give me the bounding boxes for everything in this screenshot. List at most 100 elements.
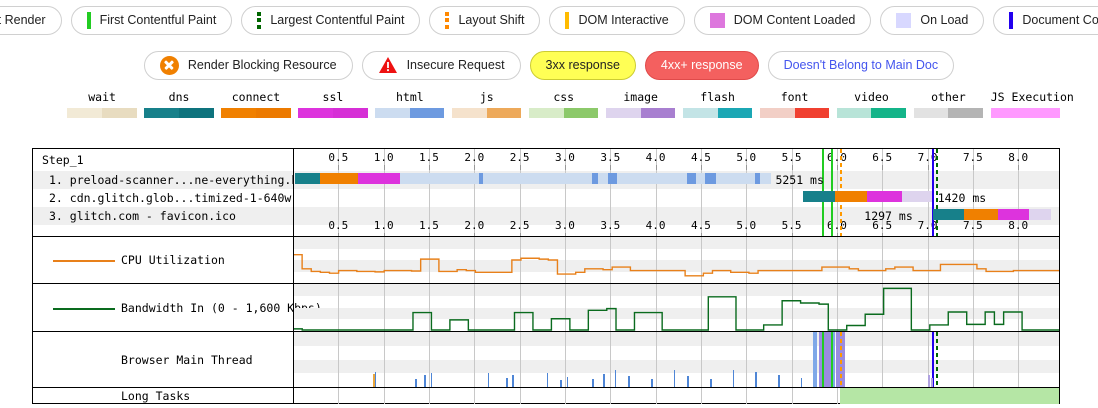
cpu-legend-line — [53, 260, 115, 262]
axis-tick-mark — [610, 233, 612, 236]
gridline — [927, 237, 929, 283]
legend-pill-first-contentful-paint[interactable]: First Contentful Paint — [70, 5, 233, 35]
axis-tick-label: 4.0 — [645, 219, 666, 232]
mime-legend-label: connect — [231, 90, 281, 104]
axis-tick-mark — [474, 165, 476, 170]
on-load-marker-icon — [896, 12, 912, 28]
axis-tick-mark — [655, 165, 657, 170]
event-marker-start-render — [822, 332, 825, 387]
main-thread-script-block — [835, 332, 846, 387]
legend-pill-insecure-request[interactable]: Insecure Request — [361, 50, 521, 80]
mime-legend-swatch — [913, 108, 984, 118]
axis-tick-mark — [1018, 233, 1020, 236]
column-divider — [293, 388, 294, 404]
mime-legend-swatch — [221, 108, 291, 118]
long-task-band[interactable] — [839, 388, 1059, 404]
duration-label: 1420 ms — [937, 191, 987, 205]
bar-segment-other-download — [1029, 209, 1051, 220]
gridline — [836, 388, 838, 404]
main-thread-task-spike — [673, 369, 676, 387]
legend-pill-dom-content-loaded[interactable]: DOM Content Loaded — [693, 5, 872, 35]
first-contentful-paint-marker-icon — [86, 11, 91, 29]
axis-tick-mark — [746, 165, 748, 170]
legend-label: First Contentful Paint — [99, 12, 217, 27]
background-stripe — [293, 260, 1059, 272]
axis-tick-mark — [746, 233, 748, 236]
legend-pill-render-blocking-resource[interactable]: Render Blocking Resource — [143, 50, 353, 80]
main-thread-task-spike — [732, 369, 735, 387]
bar-segment-ssl — [358, 173, 400, 184]
mime-legend-swatch — [606, 108, 676, 118]
legend-pill-largest-contentful-paint[interactable]: Largest Contentful Paint — [241, 5, 421, 35]
mime-legend-swatch — [67, 108, 137, 118]
gridline — [564, 237, 566, 283]
axis-tick-mark — [474, 233, 476, 236]
gridline — [519, 388, 521, 404]
mime-legend-swatch — [759, 108, 830, 118]
gridline — [836, 284, 838, 331]
gridline — [700, 149, 702, 236]
main-thread-task-spike — [546, 373, 549, 387]
gridline — [655, 149, 657, 236]
requests-panel: Step_1 1. preload-scanner...ne-everythin… — [33, 149, 1059, 237]
gridline — [700, 332, 702, 387]
background-stripe — [293, 307, 1059, 320]
warning-triangle-icon — [378, 56, 398, 74]
mime-legend-label: css — [553, 90, 575, 104]
table-row[interactable]: 1. preload-scanner...ne-everything.html — [33, 171, 319, 189]
gridline — [610, 284, 612, 331]
long-tasks-panel: Long Tasks — [33, 388, 1059, 404]
legend-label: Document Complete — [1022, 12, 1098, 27]
bar-activity-chunk — [478, 173, 484, 184]
cpu-utilization-panel: CPU Utilization — [33, 237, 1059, 284]
bar-segment-connect — [835, 191, 867, 202]
long-tasks-label-column: Long Tasks — [33, 388, 293, 404]
legend-pill-doesnt-belong-to-main-doc[interactable]: Doesn't Belong to Main Doc — [767, 50, 955, 80]
axis-tick-mark — [383, 233, 385, 236]
mime-legend-label: video — [854, 90, 889, 104]
axis-tick-mark — [700, 233, 702, 236]
gridline — [564, 332, 566, 387]
axis-tick-label: 4.0 — [645, 151, 666, 164]
gridline — [338, 284, 340, 331]
legend-label: Insecure Request — [406, 57, 505, 72]
gridline — [519, 332, 521, 387]
event-marker-first-contentful-paint — [831, 332, 834, 387]
main-thread-task-spike — [800, 377, 803, 387]
table-row[interactable]: 3. glitch.com - favicon.ico — [33, 207, 293, 225]
main-thread-task-spike — [430, 372, 433, 387]
axis-tick-label: 7.0 — [917, 151, 938, 164]
mime-legend-item-flash: flash — [683, 90, 753, 118]
main-thread-task-spike — [927, 375, 930, 387]
main-thread-loading-block — [813, 332, 817, 387]
gridline — [972, 332, 974, 387]
mime-legend-item-css: css — [529, 90, 599, 118]
request-bar[interactable] — [932, 209, 1051, 220]
mime-legend-item-dns: dns — [144, 90, 214, 118]
bar-segment-ssl — [998, 209, 1030, 220]
legend-pill-layout-shift[interactable]: Layout Shift — [429, 5, 541, 35]
cpu-plot-area — [293, 237, 1059, 283]
gridline — [564, 149, 566, 236]
axis-tick-mark — [791, 233, 793, 236]
main-thread-task-spike — [506, 378, 508, 387]
gridline — [700, 237, 702, 283]
axis-tick-mark — [791, 165, 793, 170]
legend-pill-3xx-response[interactable]: 3xx response — [529, 50, 636, 80]
mime-legend-item-ssl: ssl — [298, 90, 368, 118]
dom-interactive-marker-icon — [565, 11, 570, 29]
bar-segment-dns — [932, 209, 964, 220]
legend-pill-on-load[interactable]: On Load — [880, 5, 985, 35]
table-row[interactable]: 2. cdn.glitch.glob...timized-1-640w.jpg — [33, 189, 319, 207]
mime-legend-label: ssl — [322, 90, 344, 104]
gridline — [474, 332, 476, 387]
request-bar[interactable] — [803, 191, 933, 202]
legend-pill-4xx-response[interactable]: 4xx+ response — [644, 50, 759, 80]
gridline — [519, 284, 521, 331]
gridline — [1018, 284, 1020, 331]
legend-pill-document-complete[interactable]: Document Complete — [993, 5, 1098, 35]
legend-pill-dom-interactive[interactable]: DOM Interactive — [549, 5, 685, 35]
axis-tick-mark — [972, 233, 974, 236]
legend-pill-start-render[interactable]: Start Render — [0, 5, 62, 35]
request-bar[interactable] — [294, 173, 771, 184]
